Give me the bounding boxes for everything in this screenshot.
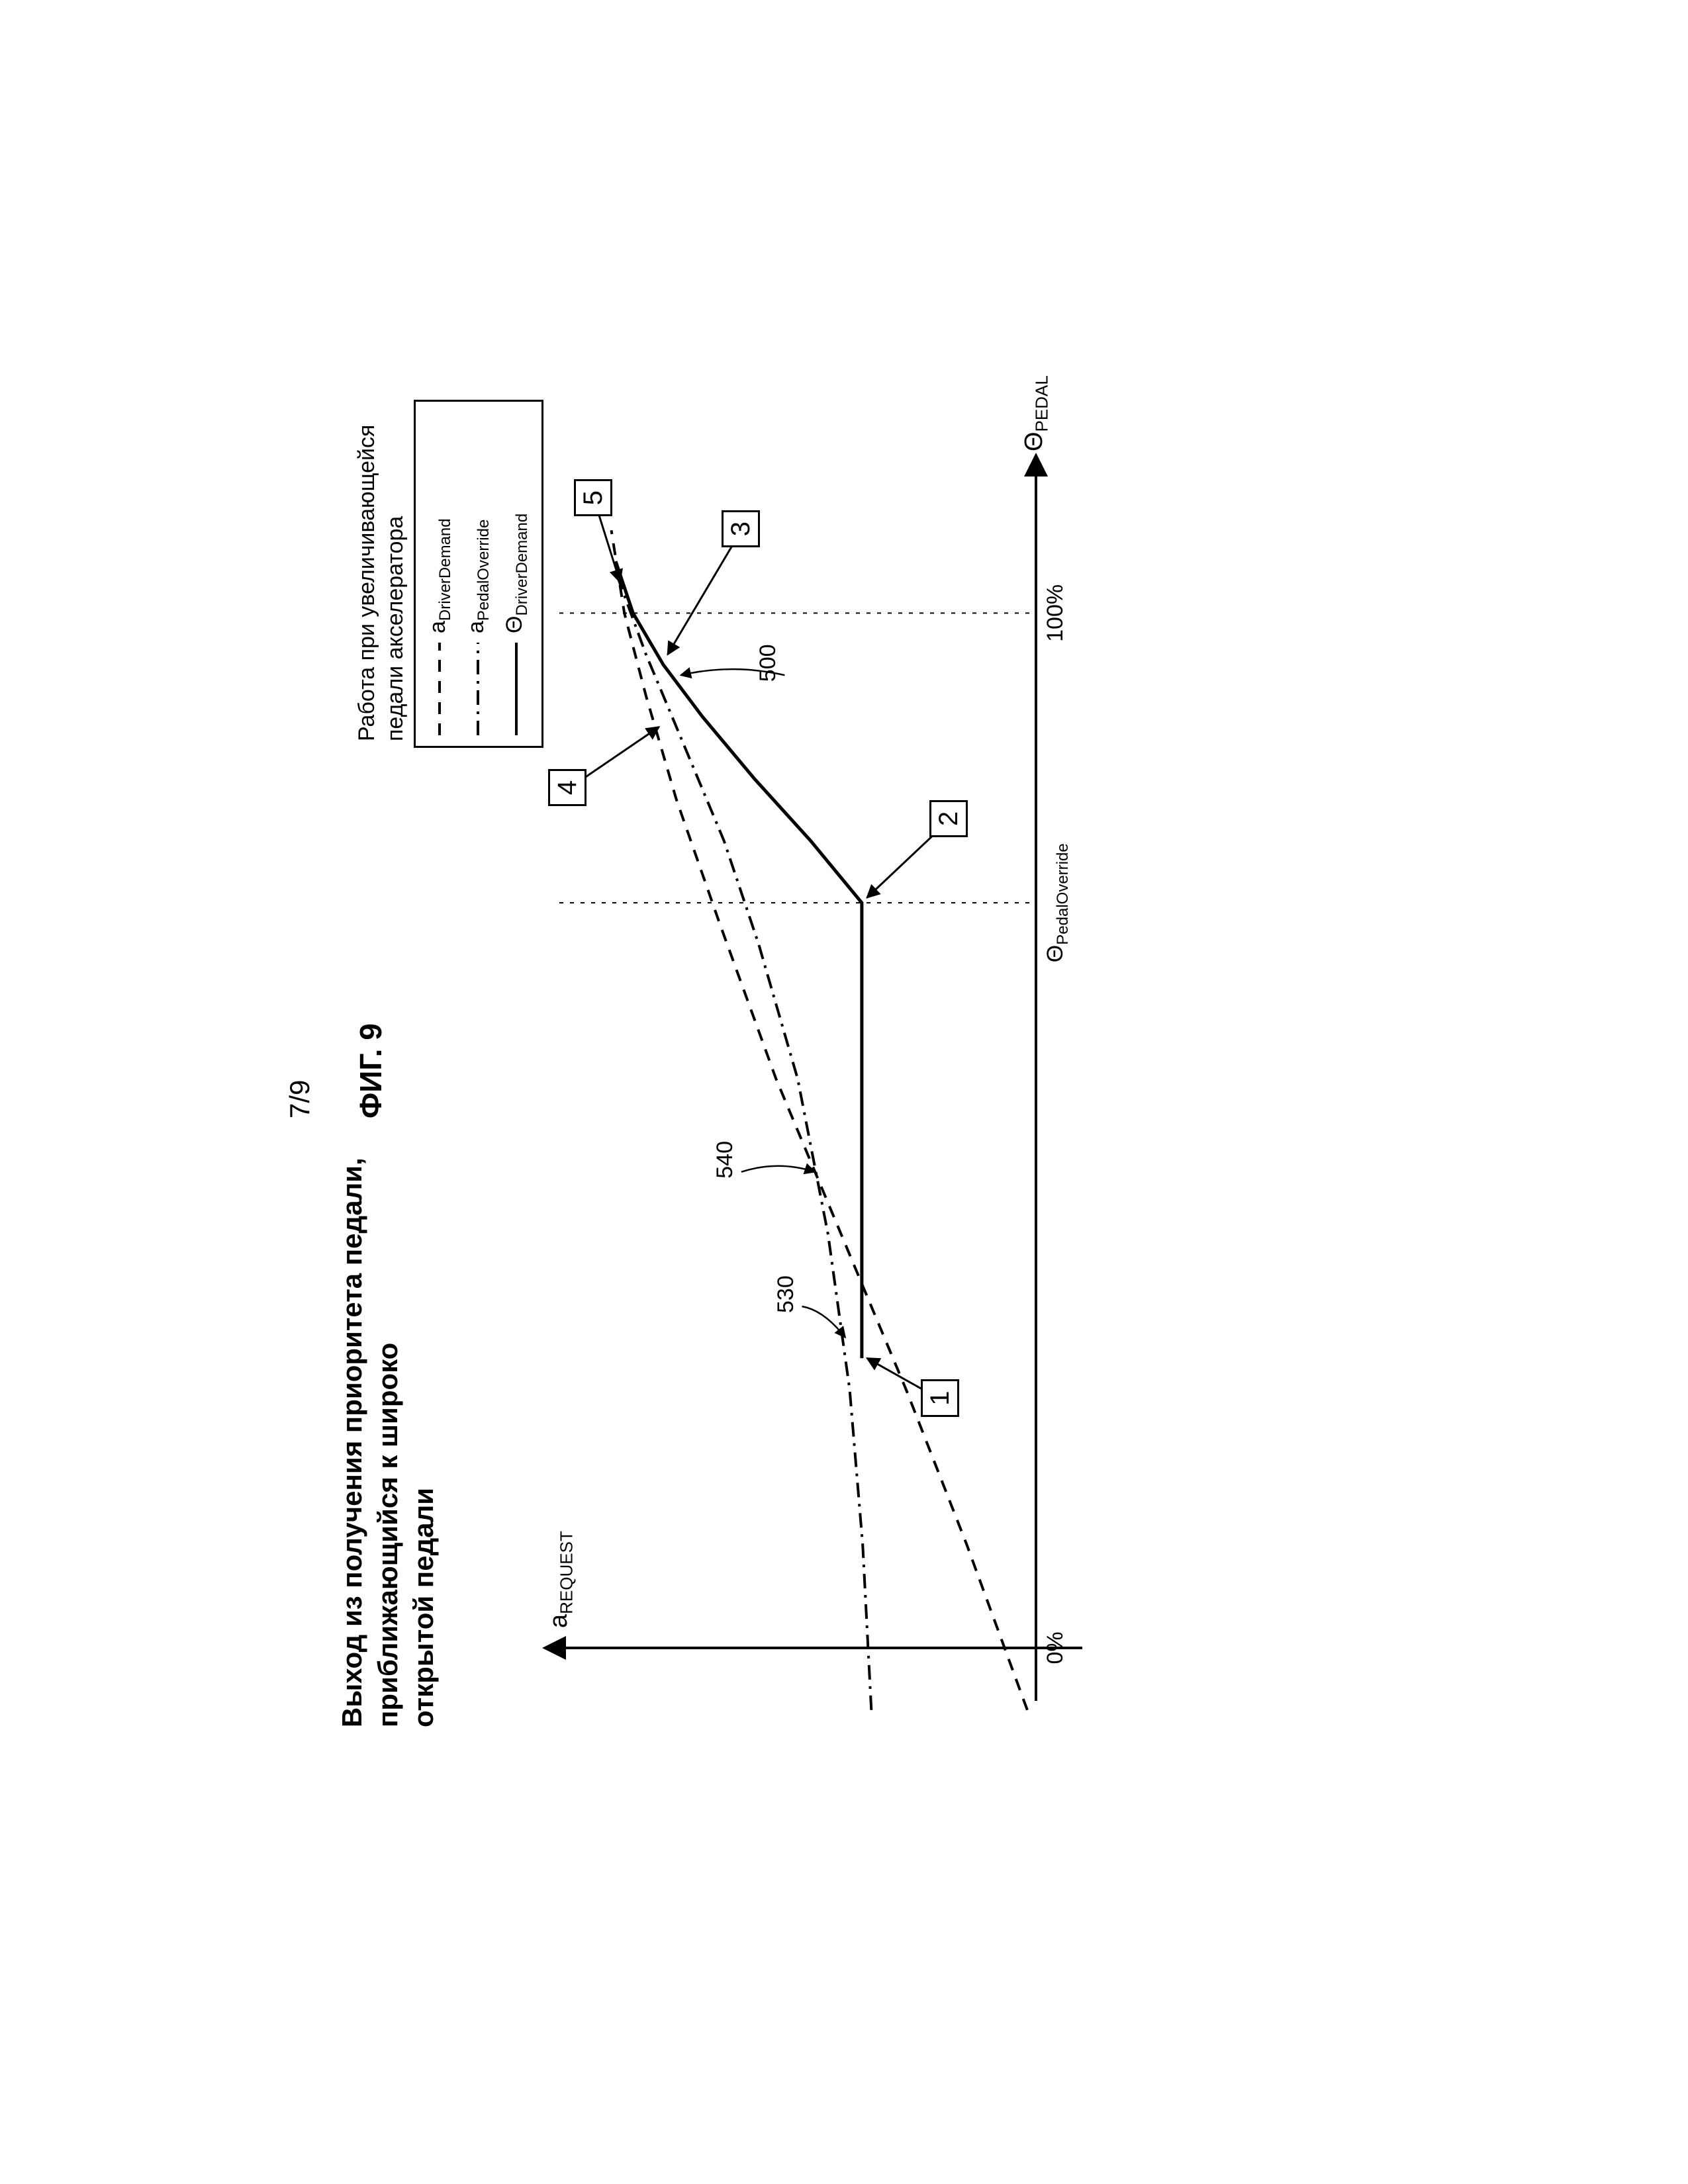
- callout-box-2: 2: [929, 800, 968, 837]
- callout-box-3: 3: [722, 510, 760, 547]
- figure-canvas: 7/9 Выход из получения приоритета педали…: [281, 364, 1407, 1820]
- x-axis-prefix: Θ: [1020, 432, 1048, 451]
- y-axis-sub: REQUEST: [557, 1531, 577, 1614]
- curve-id-leader: [741, 1166, 815, 1172]
- theta-po-sub: PedalOverride: [1054, 843, 1072, 944]
- curve-id-540: 540: [712, 1141, 738, 1179]
- callout-box-1: 1: [921, 1379, 959, 1416]
- page: 7/9 Выход из получения приоритета педали…: [0, 0, 1688, 2184]
- curve-theta-driver-demand-solid: [616, 561, 862, 1358]
- curve-id-530: 530: [773, 1275, 799, 1313]
- curve-pedal-override-dashdot: [616, 572, 871, 1710]
- plot: [281, 364, 1407, 1820]
- curve-id-500: 500: [755, 644, 781, 682]
- x-axis-label: ΘPEDAL: [1020, 375, 1053, 451]
- curve-driver-demand-dashed: [612, 530, 1027, 1710]
- x-axis-sub: PEDAL: [1032, 375, 1052, 432]
- theta-po-prefix: Θ: [1043, 945, 1068, 962]
- callout-box-5: 5: [574, 479, 612, 516]
- tick-100pct: 100%: [1043, 584, 1068, 642]
- y-axis-label: aREQUEST: [545, 1531, 577, 1628]
- theta-pedal-override-label: ΘPedalOverride: [1043, 843, 1072, 962]
- callout-leader: [668, 530, 741, 655]
- y-axis-prefix: a: [545, 1614, 573, 1628]
- callout-leaders: [568, 499, 949, 1399]
- tick-0pct: 0%: [1043, 1631, 1068, 1664]
- callout-box-4: 4: [548, 769, 586, 806]
